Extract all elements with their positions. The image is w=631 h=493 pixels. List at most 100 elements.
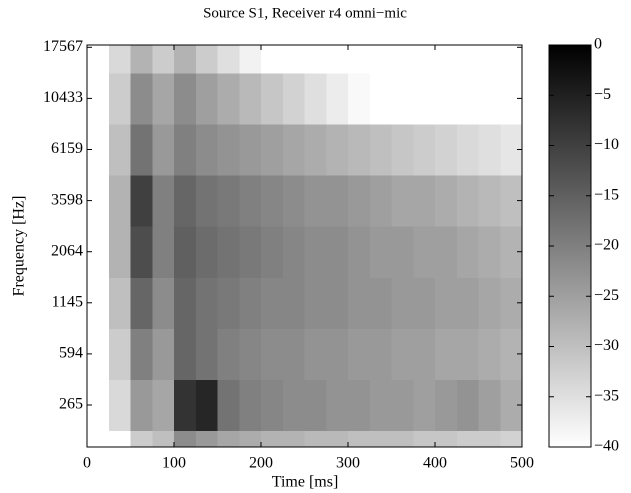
y-tick-label: 3598 — [51, 191, 83, 208]
heat-cell — [239, 45, 262, 74]
y-tick-label: 265 — [59, 396, 83, 413]
heat-cell — [239, 226, 262, 278]
heat-cell — [348, 72, 371, 125]
heat-cell — [195, 175, 218, 227]
heat-cell — [174, 328, 197, 380]
heat-cell — [174, 226, 197, 278]
heat-cell — [413, 72, 436, 125]
heat-cell — [282, 277, 305, 329]
heat-cell — [326, 328, 349, 380]
heat-cell — [108, 45, 131, 74]
heat-cell — [108, 328, 131, 380]
heat-cell — [152, 328, 175, 380]
heat-cell — [326, 430, 349, 447]
heat-cell — [413, 175, 436, 227]
heat-cell — [391, 430, 414, 447]
heat-cell — [130, 175, 153, 227]
colorbar-tick-label: −40 — [594, 438, 619, 455]
heat-cell — [478, 328, 501, 380]
heat-cell — [174, 72, 197, 125]
heat-cell — [152, 123, 175, 176]
heat-cell — [87, 430, 110, 447]
heat-cell — [435, 123, 458, 176]
heat-cell — [108, 175, 131, 227]
heat-cell — [348, 175, 371, 227]
heat-cell — [304, 277, 327, 329]
heat-cell — [87, 226, 110, 278]
heat-cell — [282, 175, 305, 227]
y-tick-label: 17567 — [43, 38, 83, 55]
heat-cell — [369, 45, 392, 74]
heat-cell — [500, 277, 522, 329]
heat-cell — [500, 328, 522, 380]
heat-cell — [435, 72, 458, 125]
heat-cell — [108, 72, 131, 125]
heat-cell — [456, 45, 479, 74]
heat-cell — [456, 328, 479, 380]
heat-cell — [217, 123, 240, 176]
heat-cell — [304, 123, 327, 176]
heat-cell — [239, 277, 262, 329]
heat-cell — [326, 123, 349, 176]
heat-cell — [152, 430, 175, 447]
heat-cell — [413, 328, 436, 380]
colorbar-tick-label: 0 — [594, 36, 602, 53]
heat-cell — [326, 45, 349, 74]
heat-cell — [217, 226, 240, 278]
heat-cell — [261, 226, 284, 278]
heat-cell — [130, 123, 153, 176]
heat-cell — [456, 72, 479, 125]
heat-cell — [326, 226, 349, 278]
y-tick-label: 1145 — [52, 293, 83, 310]
heat-cell — [217, 430, 240, 447]
heat-cell — [369, 226, 392, 278]
heat-cell — [413, 226, 436, 278]
heat-cell — [195, 45, 218, 74]
heat-cell — [282, 430, 305, 447]
heat-cell — [87, 72, 110, 125]
heat-cell — [391, 45, 414, 74]
heat-cell — [130, 430, 153, 447]
heat-cell — [239, 430, 262, 447]
heat-cell — [413, 277, 436, 329]
heat-cell — [369, 328, 392, 380]
heat-cell — [87, 175, 110, 227]
heat-cell — [130, 72, 153, 125]
y-tick-label: 2064 — [51, 242, 83, 259]
y-axis-label: Frequency [Hz] — [11, 196, 28, 297]
colorbar-tick-label: −25 — [594, 287, 619, 304]
heat-cell — [217, 277, 240, 329]
heat-cell — [478, 72, 501, 125]
heat-cell — [348, 277, 371, 329]
heat-cell — [152, 72, 175, 125]
heat-cell — [261, 45, 284, 74]
heat-cell — [326, 72, 349, 125]
heat-cell — [261, 430, 284, 447]
heat-cell — [391, 175, 414, 227]
heat-cell — [326, 379, 349, 432]
heat-cell — [326, 175, 349, 227]
heat-cell — [456, 430, 479, 447]
heat-cell — [435, 226, 458, 278]
heat-cell — [500, 72, 522, 125]
heat-cell — [195, 72, 218, 125]
heat-cell — [217, 175, 240, 227]
heat-cell — [500, 175, 522, 227]
heat-cell — [152, 379, 175, 432]
heat-cell — [391, 226, 414, 278]
heat-cell — [87, 328, 110, 380]
heat-cell — [369, 277, 392, 329]
heat-cell — [174, 277, 197, 329]
heat-cell — [348, 328, 371, 380]
heat-cell — [174, 430, 197, 447]
heat-cell — [174, 175, 197, 227]
heat-cell — [108, 379, 131, 432]
heat-cell — [435, 328, 458, 380]
heat-cell — [478, 379, 501, 432]
heat-cell — [348, 45, 371, 74]
heat-cell — [348, 226, 371, 278]
colorbar — [548, 44, 592, 448]
heat-cell — [304, 379, 327, 432]
heat-cell — [87, 277, 110, 329]
heat-cell — [152, 45, 175, 74]
